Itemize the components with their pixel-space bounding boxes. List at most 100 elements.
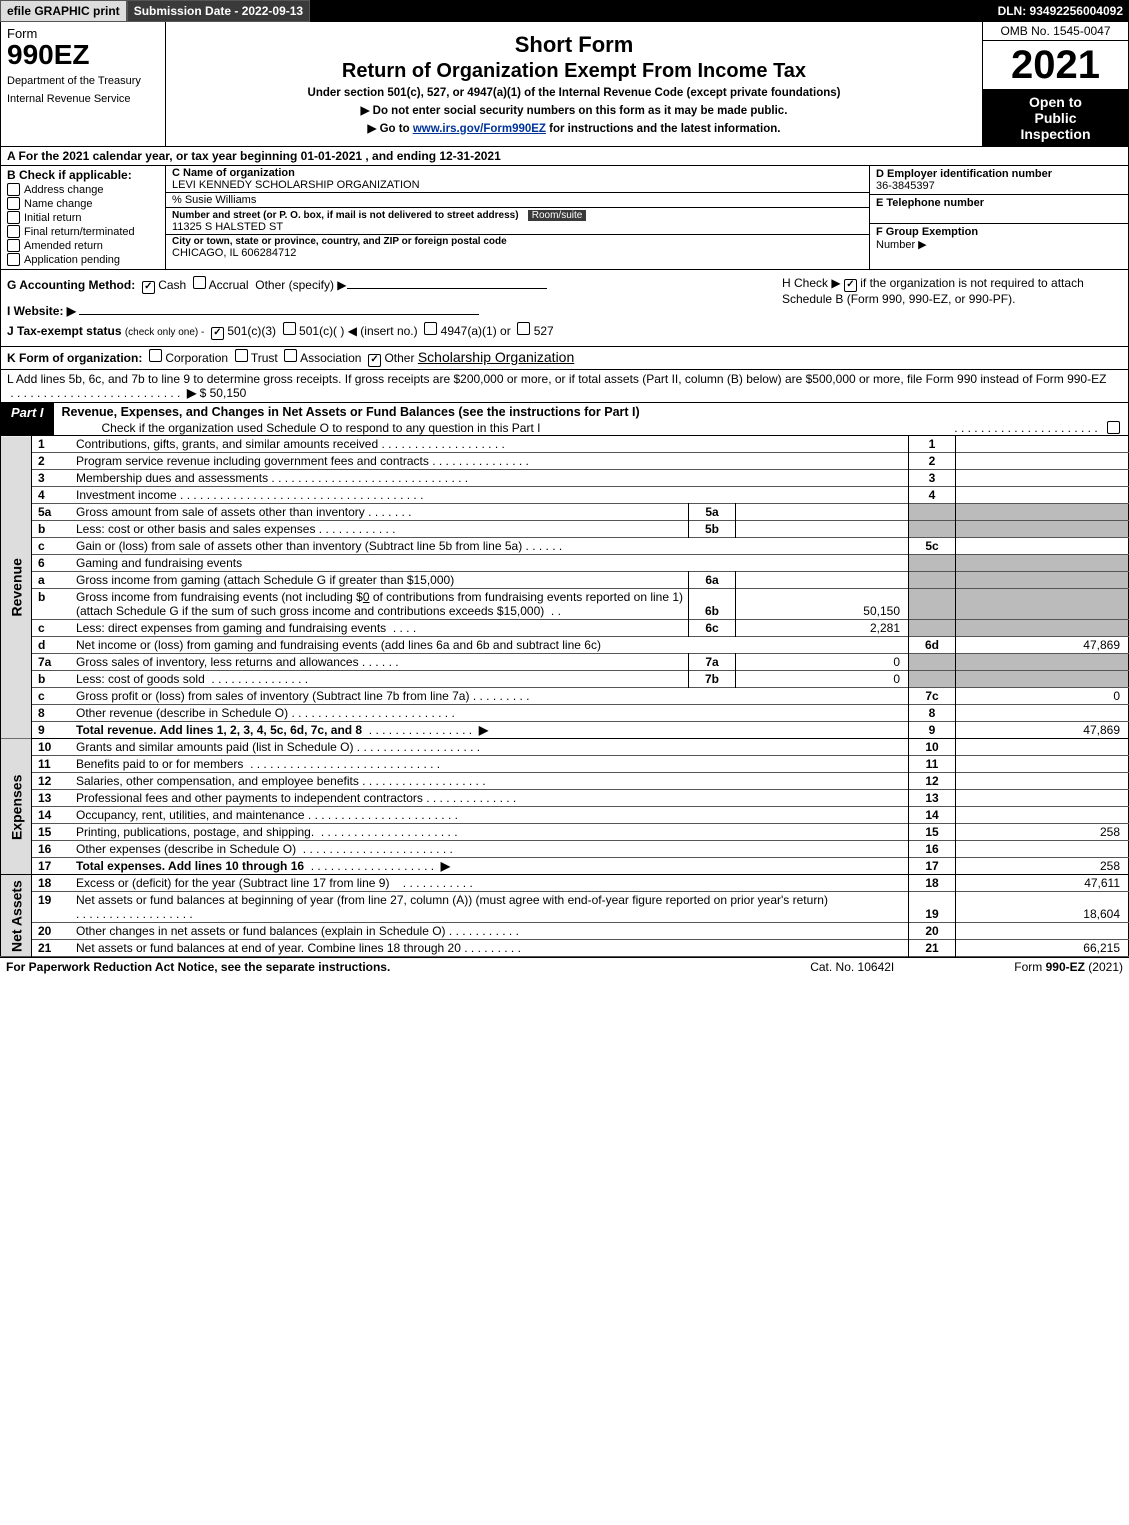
line-6b-contrib-amt: 0 (363, 590, 370, 604)
checkbox-initial-return[interactable]: Initial return (7, 211, 159, 224)
form-subtitle-3: ▶ Go to www.irs.gov/Form990EZ for instru… (176, 121, 972, 135)
efile-print-button[interactable]: efile GRAPHIC print (0, 0, 127, 22)
box-b: B Check if applicable: Address change Na… (1, 166, 166, 269)
box-c-label: C Name of organization (172, 167, 863, 179)
irs-link[interactable]: www.irs.gov/Form990EZ (413, 123, 546, 135)
footer-cat-no: Cat. No. 10642I (810, 960, 894, 974)
line-1: Revenue 1 Contributions, gifts, grants, … (1, 436, 1129, 453)
tax-year: 2021 (983, 41, 1128, 90)
checkbox-501c3[interactable] (211, 327, 224, 340)
tax-exempt-status-row: J Tax-exempt status (check only one) - 5… (7, 322, 782, 340)
line-4: 4 Investment income . . . . . . . . . . … (1, 487, 1129, 504)
checkbox-4947[interactable] (424, 322, 437, 335)
ein-value: 36-3845397 (876, 180, 1122, 192)
checkbox-corporation[interactable] (149, 349, 162, 362)
part-1-title: Revenue, Expenses, and Changes in Net As… (54, 403, 1128, 421)
top-bar-left: efile GRAPHIC print Submission Date - 20… (0, 0, 310, 22)
part-1-header: Part I Revenue, Expenses, and Changes in… (0, 403, 1129, 436)
care-of-row: % Susie Williams (166, 193, 869, 208)
line-7a: 7a Gross sales of inventory, less return… (1, 654, 1129, 671)
website-row: I Website: ▶ (7, 304, 782, 318)
footer-form-ref: Form 990-EZ (2021) (1014, 960, 1123, 974)
city-label: City or town, state or province, country… (172, 236, 863, 247)
j-label: J Tax-exempt status (7, 324, 122, 338)
expenses-side-label: Expenses (1, 739, 32, 875)
line-16: 16 Other expenses (describe in Schedule … (1, 841, 1129, 858)
accounting-method-row: G Accounting Method: Cash Accrual Other … (7, 276, 782, 294)
l-arrow: ▶ (187, 386, 196, 400)
k-label: K Form of organization: (7, 351, 142, 365)
h-label: H Check ▶ (782, 276, 841, 290)
checkbox-not-required-sched-b[interactable] (844, 279, 857, 292)
form-subtitle-2: ▶ Do not enter social security numbers o… (176, 103, 972, 117)
org-name: LEVI KENNEDY SCHOLARSHIP ORGANIZATION (172, 179, 863, 191)
footer-left: For Paperwork Reduction Act Notice, see … (6, 960, 390, 974)
section-g-left: G Accounting Method: Cash Accrual Other … (7, 276, 782, 340)
website-input[interactable] (79, 314, 479, 315)
room-suite-label: Room/suite (528, 210, 587, 221)
line-6: 6 Gaming and fundraising events (1, 555, 1129, 572)
line-21: 21 Net assets or fund balances at end of… (1, 940, 1129, 957)
checkbox-other-org[interactable] (368, 354, 381, 367)
page-footer: For Paperwork Reduction Act Notice, see … (0, 957, 1129, 976)
top-bar: efile GRAPHIC print Submission Date - 20… (0, 0, 1129, 22)
other-specify-label: Other (specify) ▶ (255, 278, 346, 292)
box-d-e-f: D Employer identification number 36-3845… (870, 166, 1128, 269)
submission-date-label: Submission Date - 2022-09-13 (127, 0, 310, 22)
department-label-2: Internal Revenue Service (7, 93, 159, 105)
revenue-side-label: Revenue (1, 436, 32, 739)
dln-label: DLN: 93492256004092 (998, 0, 1129, 22)
form-subtitle-1: Under section 501(c), 527, or 4947(a)(1)… (176, 87, 972, 99)
checkbox-cash[interactable] (142, 281, 155, 294)
line-12: 12 Salaries, other compensation, and emp… (1, 773, 1129, 790)
checkbox-name-change[interactable]: Name change (7, 197, 159, 210)
checkbox-accrual[interactable] (193, 276, 206, 289)
j-sub: (check only one) - (125, 327, 204, 338)
form-header-center: Short Form Return of Organization Exempt… (166, 22, 983, 146)
gross-receipts-row: L Add lines 5b, 6c, and 7b to line 9 to … (0, 370, 1129, 403)
checkbox-schedule-o-part1[interactable] (1107, 421, 1120, 434)
checkbox-final-return[interactable]: Final return/terminated (7, 225, 159, 238)
line-2: 2 Program service revenue including gove… (1, 453, 1129, 470)
street-address: 11325 S HALSTED ST (172, 221, 863, 233)
checkbox-527[interactable] (517, 322, 530, 335)
part-1-tab: Part I (1, 403, 54, 435)
net-assets-side-label: Net Assets (1, 875, 32, 957)
box-f-label-2: Number ▶ (876, 239, 927, 251)
form-header-right: OMB No. 1545-0047 2021 Open to Public In… (983, 22, 1128, 146)
form-title-2: Return of Organization Exempt From Incom… (176, 60, 972, 83)
line-5c: c Gain or (loss) from sale of assets oth… (1, 538, 1129, 555)
open-line-1: Open to (985, 94, 1126, 110)
open-line-3: Inspection (985, 126, 1126, 142)
checkbox-trust[interactable] (235, 349, 248, 362)
line-17: 17 Total expenses. Add lines 10 through … (1, 858, 1129, 875)
line-15: 15 Printing, publications, postage, and … (1, 824, 1129, 841)
line-5b: b Less: cost or other basis and sales ex… (1, 521, 1129, 538)
city-state-zip: CHICAGO, IL 606284712 (172, 247, 863, 259)
tax-year-row: A For the 2021 calendar year, or tax yea… (0, 147, 1129, 166)
l-text: L Add lines 5b, 6c, and 7b to line 9 to … (7, 372, 1106, 386)
line-6d: d Net income or (loss) from gaming and f… (1, 637, 1129, 654)
form-header-left: Form 990EZ Department of the Treasury In… (1, 22, 166, 146)
line-13: 13 Professional fees and other payments … (1, 790, 1129, 807)
sub3-pre: ▶ Go to (368, 123, 413, 135)
checkbox-association[interactable] (284, 349, 297, 362)
line-11: 11 Benefits paid to or for members . . .… (1, 756, 1129, 773)
omb-number: OMB No. 1545-0047 (983, 22, 1128, 41)
checkbox-amended-return[interactable]: Amended return (7, 239, 159, 252)
line-6b: b Gross income from fundraising events (… (1, 589, 1129, 620)
g-label: G Accounting Method: (7, 278, 135, 292)
checkbox-application-pending[interactable]: Application pending (7, 253, 159, 266)
identity-section: B Check if applicable: Address change Na… (0, 166, 1129, 270)
line-6c: c Less: direct expenses from gaming and … (1, 620, 1129, 637)
checkbox-address-change[interactable]: Address change (7, 183, 159, 196)
box-d-label: D Employer identification number (876, 168, 1122, 180)
box-f-label: F Group Exemption (876, 226, 978, 238)
box-c: C Name of organization LEVI KENNEDY SCHO… (166, 166, 870, 269)
l-value: $ 50,150 (200, 386, 247, 400)
other-specify-input[interactable] (347, 288, 547, 289)
form-title-1: Short Form (176, 32, 972, 58)
checkbox-501c[interactable] (283, 322, 296, 335)
line-5a: 5a Gross amount from sale of assets othe… (1, 504, 1129, 521)
line-7b: b Less: cost of goods sold . . . . . . .… (1, 671, 1129, 688)
